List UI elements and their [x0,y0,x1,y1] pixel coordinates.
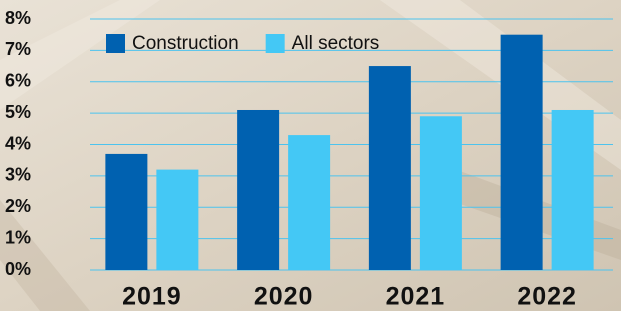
bar [237,110,279,270]
y-tick-label: 4% [5,133,31,153]
bar [501,35,543,270]
bar [369,66,411,270]
chart: 0% 1% 2% 3% 4% 5% 6% 7% 8% 2019 2020 2021 2022 Constr… [0,0,621,311]
bar [288,135,330,270]
x-tick-label: 2022 [517,283,577,311]
y-tick-label: 2% [5,196,31,216]
bar [552,110,594,270]
y-tick-label: 7% [5,39,31,59]
legend-swatch [106,34,125,53]
x-tick-label: 2020 [254,283,314,311]
bar [105,154,147,270]
x-tick-label: 2019 [122,283,182,311]
legend-swatch [266,34,285,53]
y-tick-label: 5% [5,102,31,122]
y-tick-label: 1% [5,227,31,247]
bar [156,170,198,270]
y-tick-label: 0% [5,259,31,279]
y-tick-label: 8% [5,8,31,28]
y-tick-label: 6% [5,71,31,91]
x-tick-label: 2021 [386,283,446,311]
y-tick-label: 3% [5,165,31,185]
bar [420,116,462,270]
legend-label: Construction [132,33,239,54]
legend-label: All sectors [292,33,380,54]
